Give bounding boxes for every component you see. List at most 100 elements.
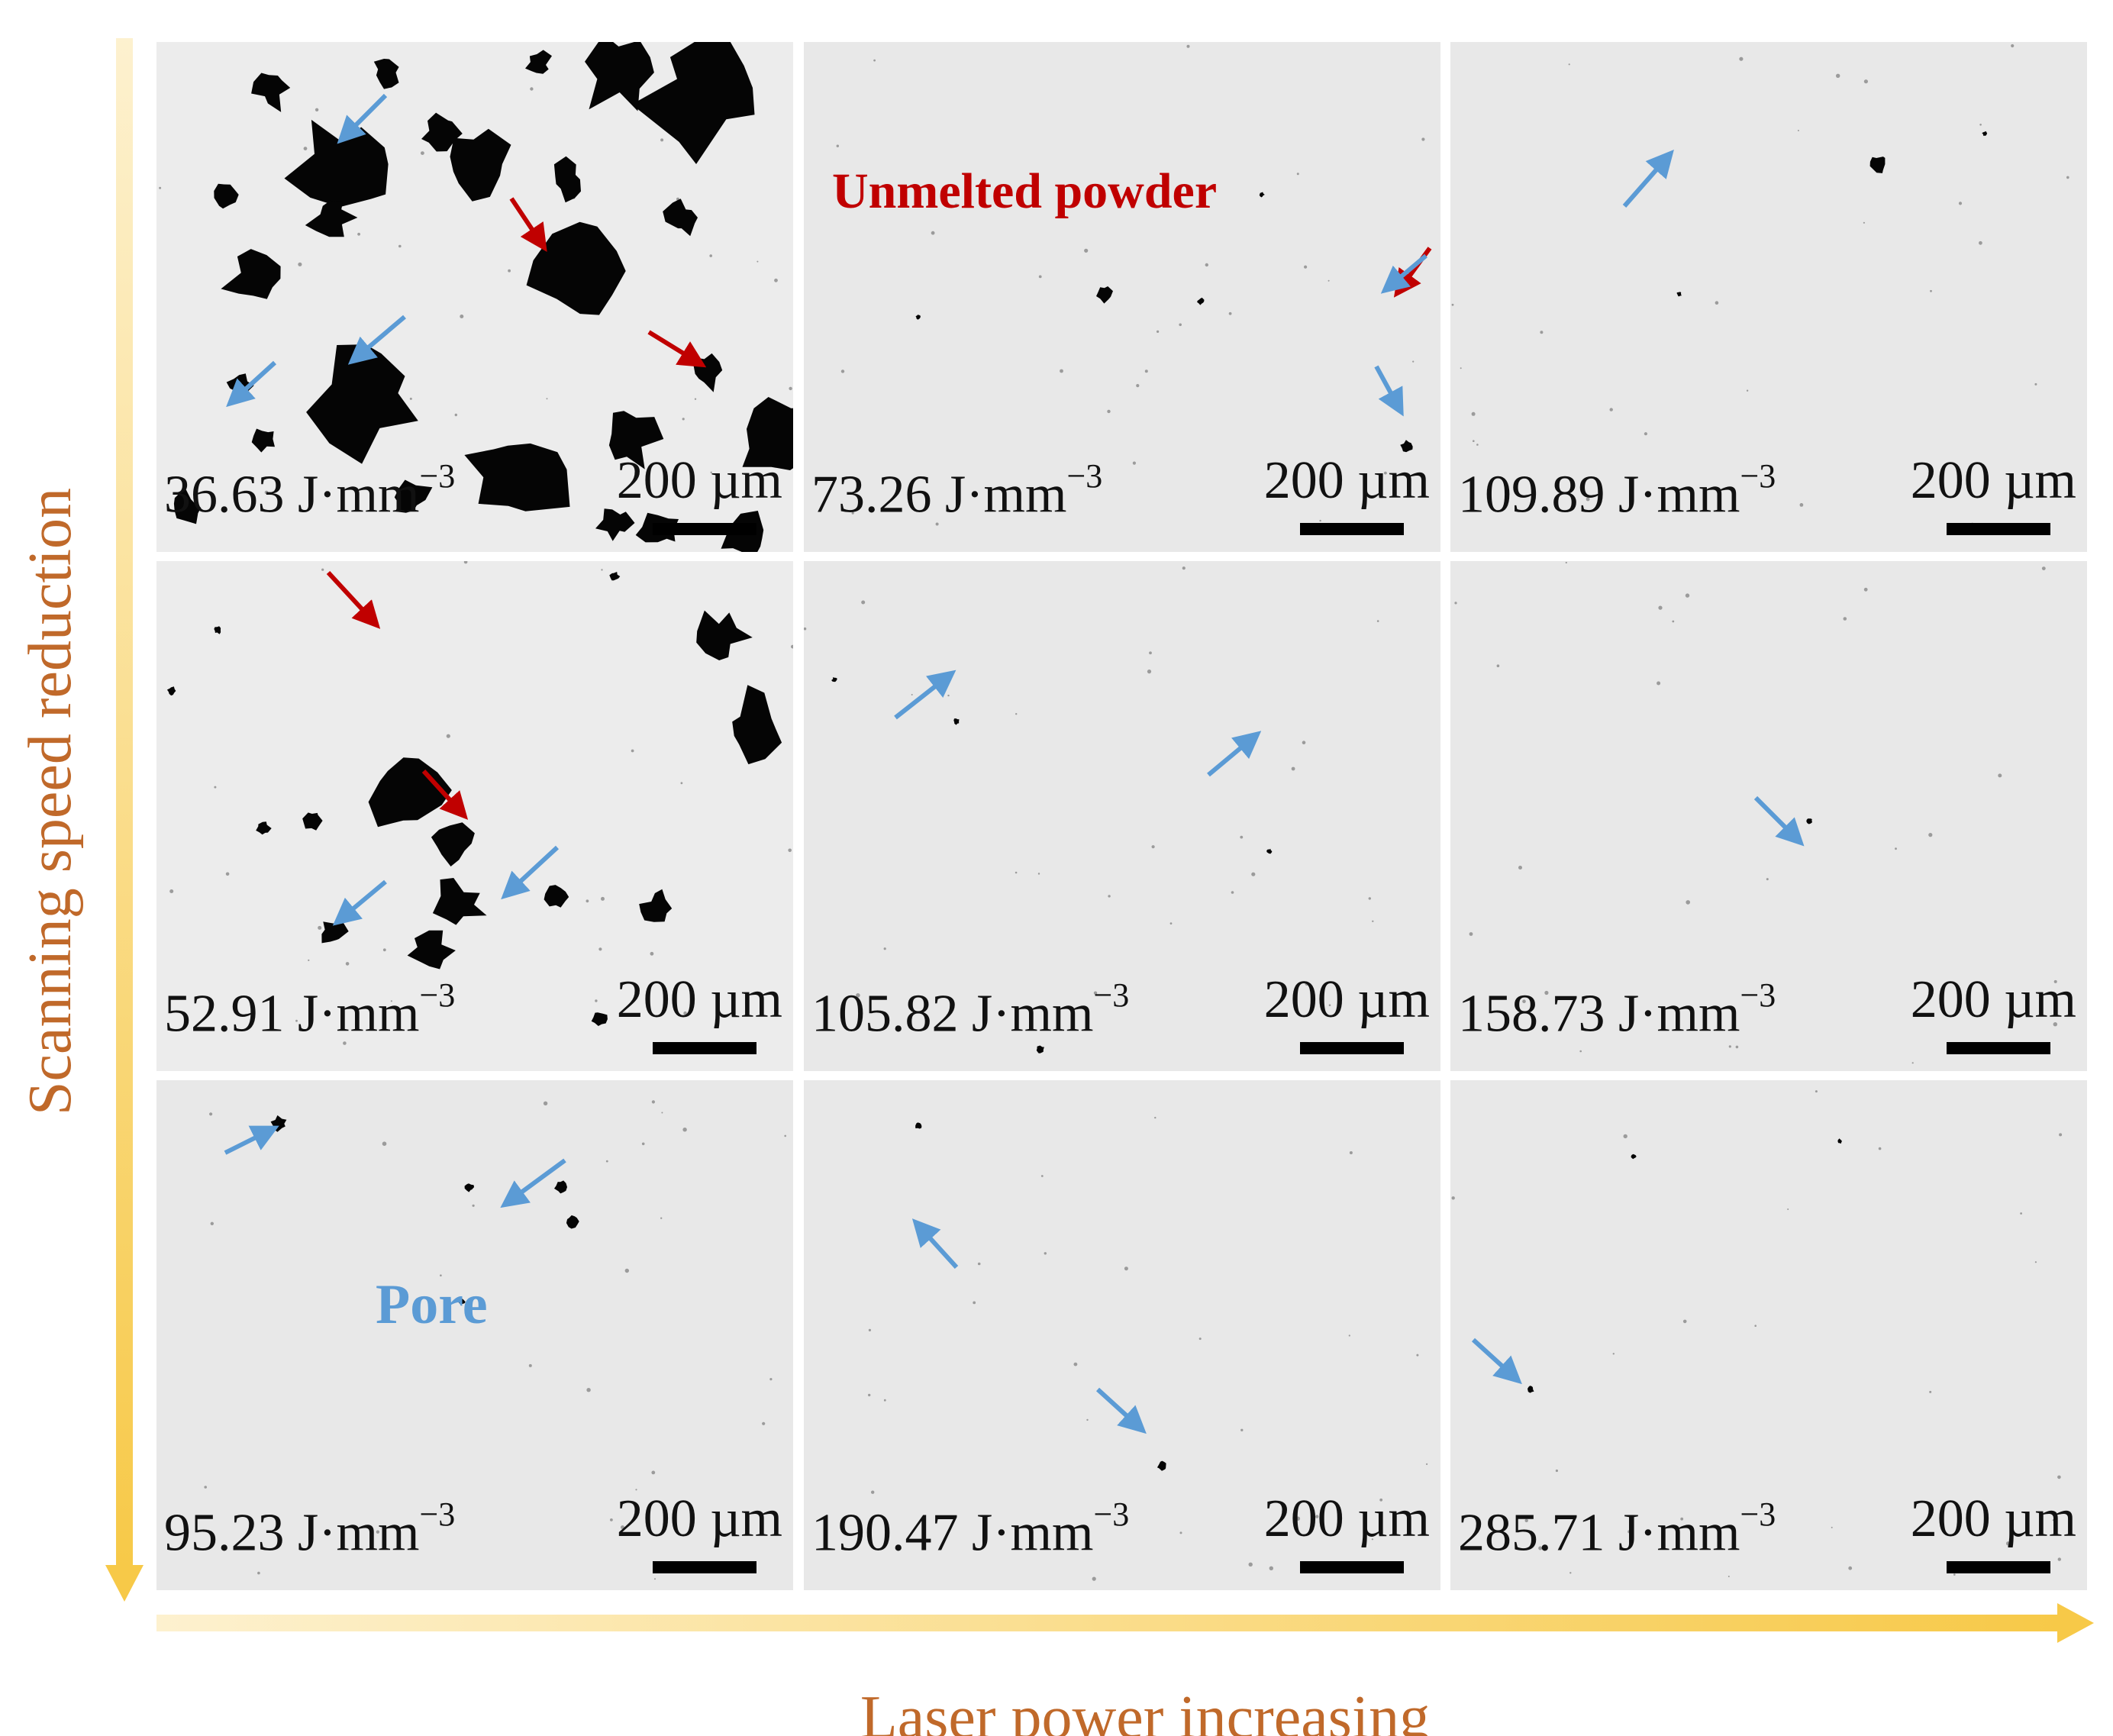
speckle bbox=[343, 1041, 347, 1045]
scale-bar-label: 200 µm bbox=[616, 1489, 782, 1548]
pore-defect bbox=[221, 249, 281, 299]
speckle bbox=[508, 269, 511, 273]
scale-bar-label: 200 µm bbox=[616, 451, 782, 510]
unmelted-powder-label: Unmelted powder bbox=[832, 163, 1218, 219]
speckle bbox=[1451, 303, 1454, 306]
energy-unit: J·mm bbox=[958, 1503, 1094, 1562]
unmelted-powder-arrow bbox=[326, 570, 381, 629]
speckle bbox=[1735, 1045, 1739, 1049]
speckle bbox=[947, 694, 950, 697]
speckle bbox=[1269, 1566, 1273, 1570]
speckle bbox=[1540, 331, 1544, 334]
pore-arrow bbox=[1471, 1337, 1522, 1385]
speckle bbox=[954, 203, 959, 208]
speckle bbox=[660, 1217, 663, 1219]
energy-unit: J·mm bbox=[1605, 1503, 1740, 1562]
speckle bbox=[2053, 1022, 2057, 1027]
pore-defect bbox=[526, 221, 626, 315]
speckle bbox=[1228, 311, 1232, 315]
energy-density-label: 73.26 J·mm−3 bbox=[811, 459, 1102, 521]
speckle bbox=[1836, 73, 1840, 78]
pore-defect bbox=[450, 128, 511, 202]
scale-bar bbox=[1300, 1042, 1404, 1054]
pore-arrow bbox=[911, 1218, 959, 1270]
speckle bbox=[873, 59, 876, 62]
speckle bbox=[1421, 137, 1425, 141]
speckle bbox=[1328, 1004, 1331, 1006]
speckle bbox=[1911, 1062, 1914, 1064]
speckle bbox=[1454, 602, 1457, 605]
speckle bbox=[868, 1328, 871, 1331]
micrograph-image bbox=[1450, 42, 2087, 552]
pore-defect bbox=[321, 921, 349, 944]
pore-arrow bbox=[337, 93, 388, 144]
speckle bbox=[376, 1530, 380, 1534]
speckle bbox=[1426, 1463, 1428, 1465]
speckle bbox=[421, 151, 424, 156]
speckle bbox=[1291, 766, 1295, 771]
speckle bbox=[650, 951, 654, 956]
micrograph-panel: 190.47 J·mm−3 200 µm bbox=[804, 1080, 1440, 1590]
micrograph-panel: 36.63 J·mm−3 200 µm bbox=[156, 42, 793, 552]
energy-density-label: 105.82 J·mm−3 bbox=[811, 978, 1129, 1041]
speckle bbox=[1182, 566, 1186, 570]
speckle bbox=[791, 644, 793, 649]
speckle bbox=[1154, 1116, 1157, 1119]
speckle bbox=[1686, 900, 1690, 905]
speckle bbox=[1728, 1045, 1731, 1048]
speckle bbox=[641, 1142, 645, 1146]
speckle bbox=[345, 962, 350, 966]
pore-defect bbox=[732, 685, 782, 765]
speckle bbox=[1240, 835, 1244, 839]
speckle bbox=[1368, 897, 1371, 900]
energy-value: 52.91 bbox=[164, 984, 285, 1043]
pore-arrow bbox=[347, 315, 406, 365]
pore-arrow bbox=[1374, 365, 1404, 417]
speckle bbox=[784, 1134, 786, 1137]
speckle bbox=[169, 889, 174, 893]
speckle bbox=[1612, 1353, 1615, 1355]
energy-value: 285.71 bbox=[1458, 1503, 1605, 1562]
speckle bbox=[1609, 408, 1613, 411]
pore-defect bbox=[373, 59, 399, 89]
pore-defect bbox=[553, 156, 581, 203]
energy-unit-exponent: −3 bbox=[419, 457, 456, 495]
pore-defect bbox=[251, 428, 275, 453]
speckle bbox=[1863, 221, 1865, 224]
speckle bbox=[1644, 432, 1647, 436]
speckle bbox=[1412, 360, 1415, 363]
speckle bbox=[788, 848, 792, 853]
speckle bbox=[605, 1160, 608, 1163]
pore-defect bbox=[1197, 297, 1205, 305]
speckle bbox=[1349, 1151, 1353, 1154]
speckle bbox=[1831, 1526, 1833, 1528]
speckle bbox=[586, 899, 589, 903]
micrograph-image bbox=[804, 42, 1440, 552]
speckle bbox=[159, 186, 162, 189]
pore-defect bbox=[1676, 292, 1682, 297]
pore-defect bbox=[256, 821, 272, 835]
scale-bar bbox=[653, 1561, 756, 1573]
speckle bbox=[214, 786, 217, 789]
speckle bbox=[225, 872, 230, 876]
pore-defect bbox=[1036, 1045, 1044, 1054]
speckle bbox=[635, 1489, 637, 1491]
speckle bbox=[1848, 1566, 1853, 1570]
energy-unit-exponent: −3 bbox=[1740, 976, 1776, 1014]
speckle bbox=[1878, 1147, 1882, 1150]
speckle bbox=[210, 1221, 214, 1225]
speckle bbox=[804, 627, 807, 631]
speckle bbox=[295, 1019, 298, 1022]
pore-defect bbox=[609, 572, 621, 581]
pore-defect bbox=[631, 42, 755, 164]
speckle bbox=[935, 522, 939, 526]
scale-bar bbox=[653, 1042, 756, 1054]
speckle bbox=[440, 1274, 442, 1276]
pore-defect bbox=[1096, 286, 1113, 304]
speckle bbox=[840, 369, 845, 373]
speckle bbox=[321, 568, 324, 571]
speckle bbox=[601, 569, 603, 571]
speckle bbox=[977, 1262, 981, 1266]
speckle bbox=[390, 1000, 392, 1002]
scale-bar bbox=[1947, 1042, 2050, 1054]
